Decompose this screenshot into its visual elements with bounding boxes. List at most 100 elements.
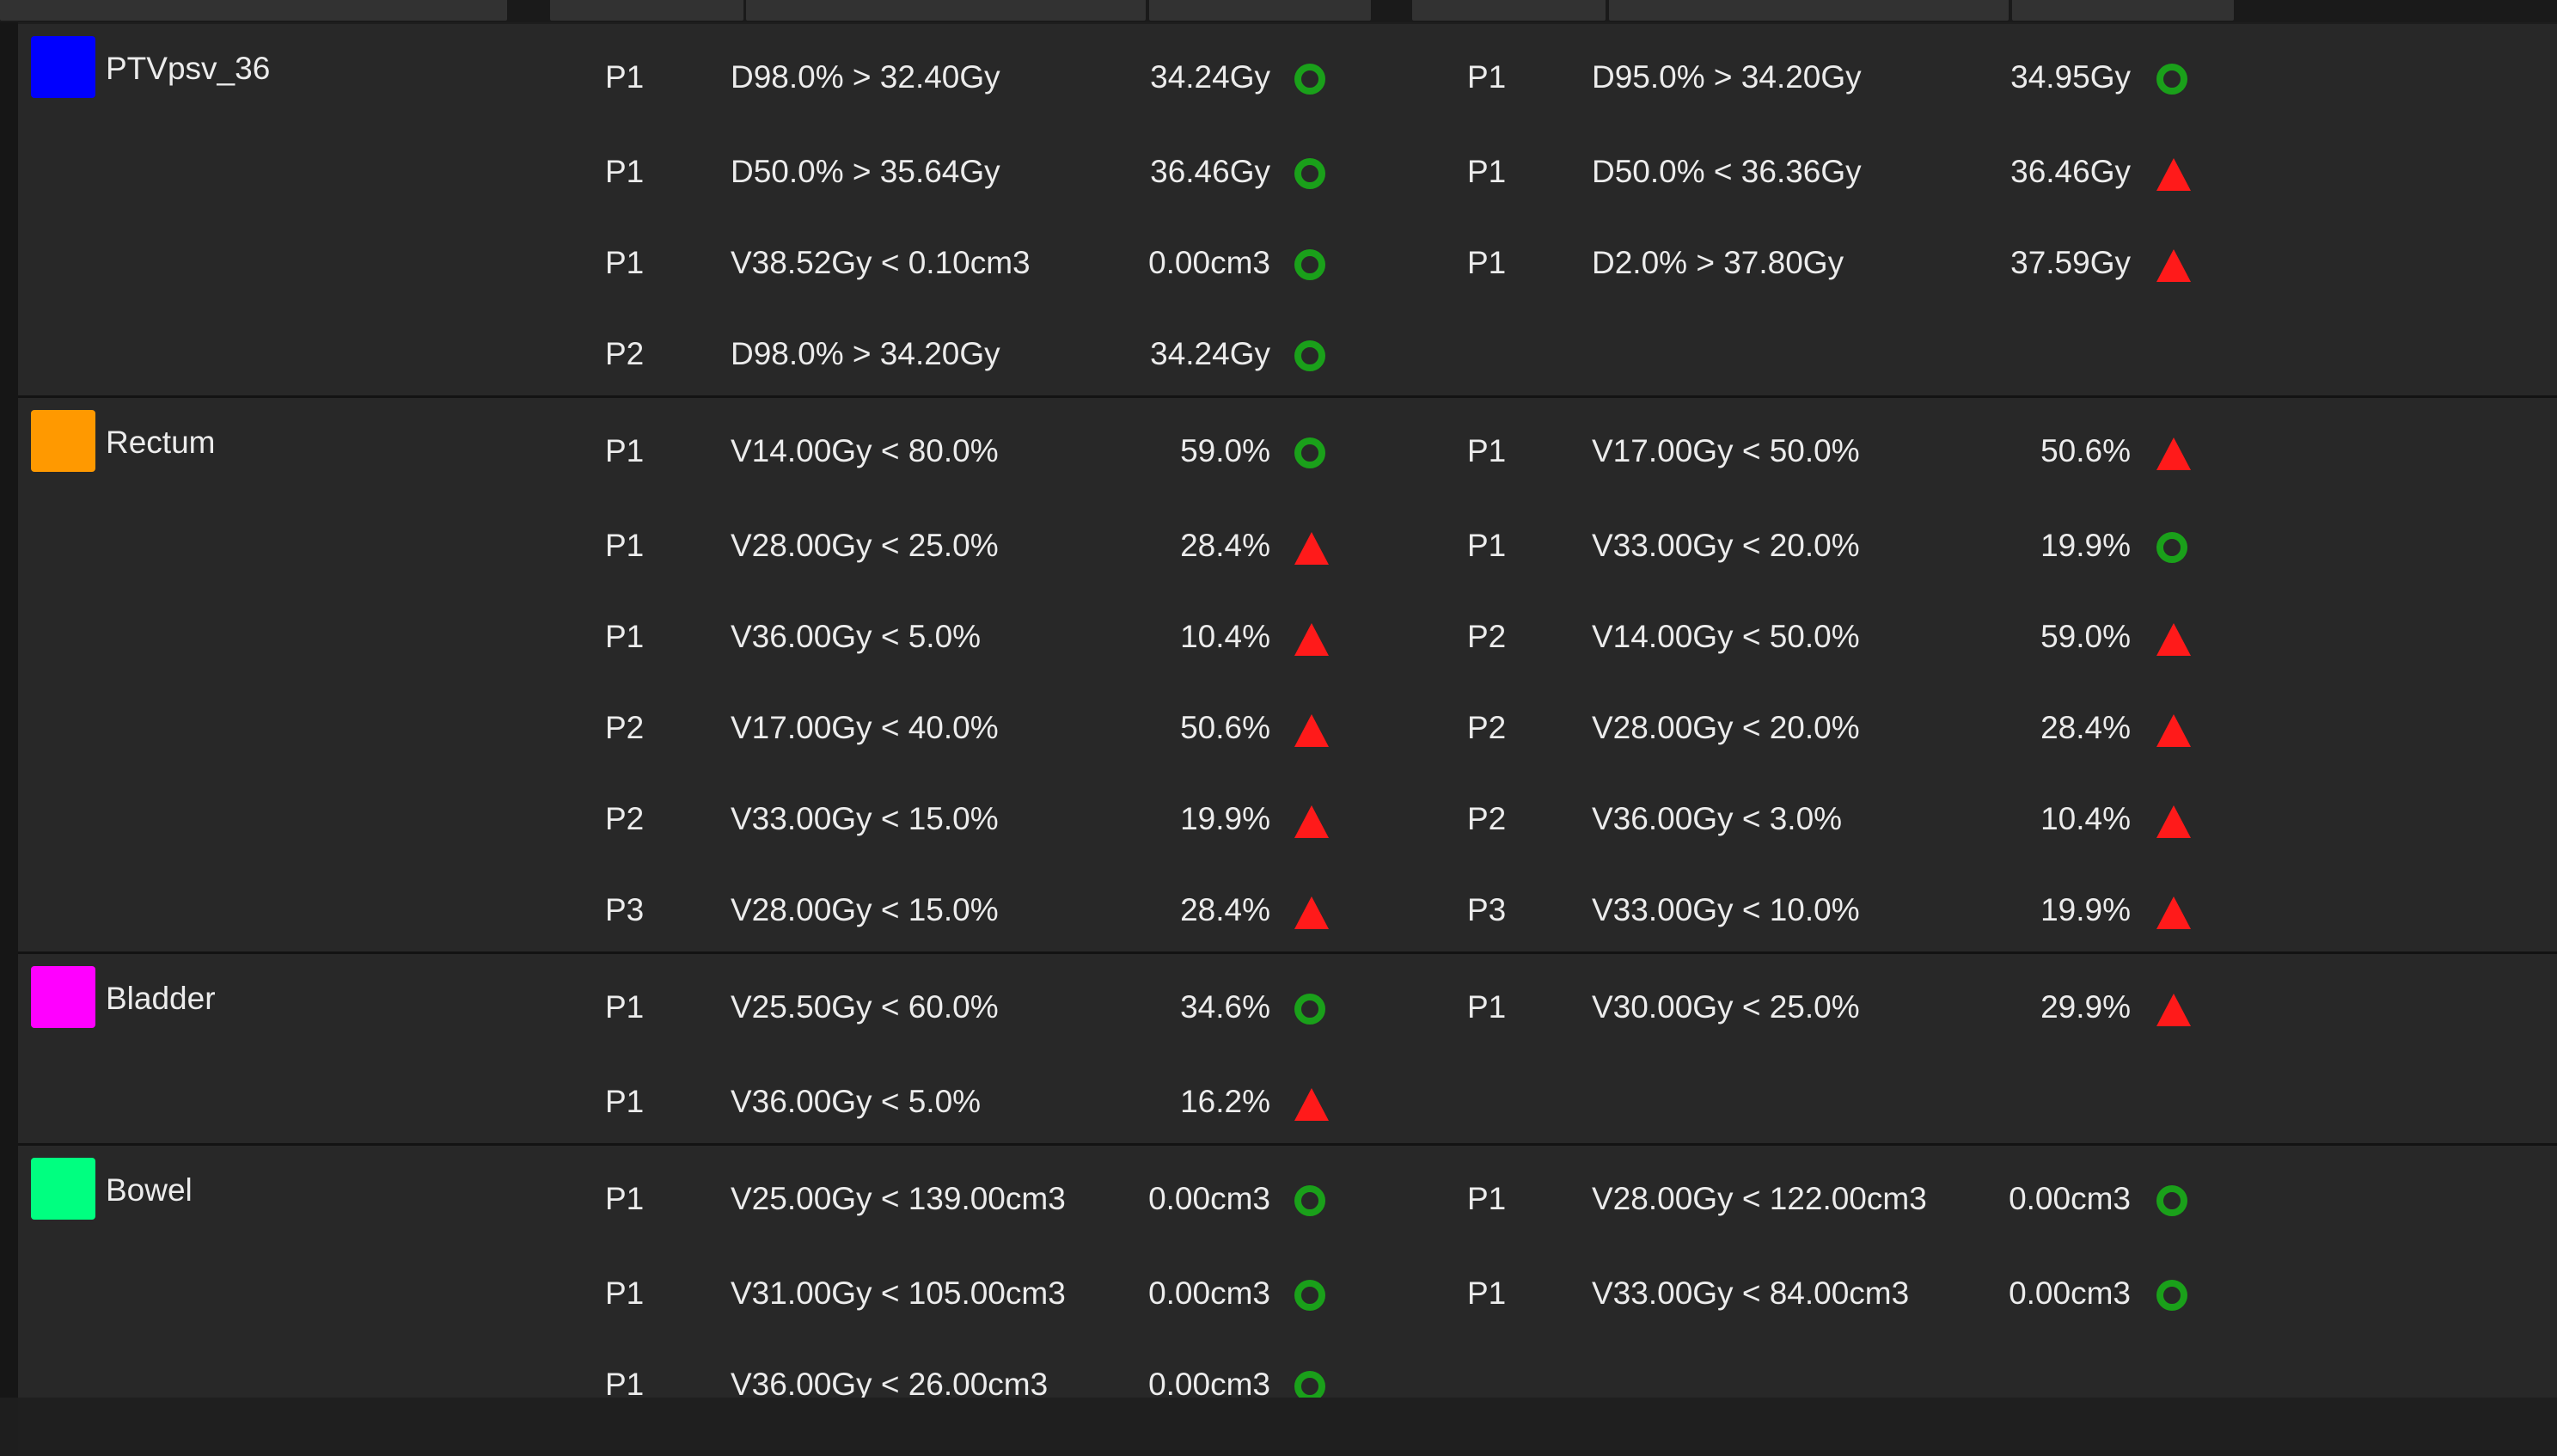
status-ok-icon bbox=[2156, 532, 2187, 563]
goal-value: 34.95Gy bbox=[2010, 59, 2131, 95]
goal-objective: V28.00Gy < 122.00cm3 bbox=[1592, 1181, 1927, 1216]
goal-objective: D2.0% > 37.80Gy bbox=[1592, 245, 1844, 280]
goal-row[interactable]: Bladder P1 V25.50Gy < 60.0% 34.6% P1 V30.00Gy… bbox=[18, 954, 2557, 1052]
structure-name: Bladder bbox=[106, 981, 216, 1016]
goal-row[interactable]: P2 V33.00Gy < 15.0% 19.9% P2 V36.00Gy < 3.0%… bbox=[18, 769, 2557, 860]
goal-row[interactable]: Rectum P1 V14.00Gy < 80.0% 59.0% P1 V17.00Gy … bbox=[18, 398, 2557, 496]
goal-value: 10.4% bbox=[2040, 801, 2131, 836]
goal-priority: P1 bbox=[605, 619, 645, 654]
goal-objective: V36.00Gy < 26.00cm3 bbox=[731, 1367, 1049, 1402]
status-fail-icon bbox=[1294, 1088, 1329, 1121]
goal-value: 0.00cm3 bbox=[1148, 1367, 1270, 1402]
goal-priority: P1 bbox=[605, 433, 645, 468]
status-fail-icon bbox=[1294, 623, 1329, 656]
goal-value: 34.24Gy bbox=[1150, 59, 1270, 95]
goal-priority: P1 bbox=[1467, 1181, 1507, 1216]
goal-value: 0.00cm3 bbox=[1148, 1276, 1270, 1311]
column-header-structure[interactable] bbox=[0, 0, 507, 21]
goal-objective: V33.00Gy < 20.0% bbox=[1592, 528, 1860, 563]
goal-priority: P1 bbox=[605, 1276, 645, 1311]
goal-priority: P1 bbox=[605, 528, 645, 563]
goal-value: 0.00cm3 bbox=[2009, 1276, 2131, 1311]
structure-group: Bowel P1 V25.00Gy < 139.00cm3 0.00cm3 P1 V28.… bbox=[18, 1146, 2557, 1426]
status-ok-icon bbox=[2156, 1280, 2187, 1311]
goal-value: 28.4% bbox=[2040, 710, 2131, 745]
goal-objective: D98.0% > 34.20Gy bbox=[731, 336, 1000, 371]
goal-objective: V33.00Gy < 15.0% bbox=[731, 801, 999, 836]
goal-row[interactable]: PTVpsv_36 P1 D98.0% > 32.40Gy 34.24Gy P1 D95.… bbox=[18, 24, 2557, 122]
goal-priority: P1 bbox=[1467, 433, 1507, 468]
goal-priority: P2 bbox=[1467, 710, 1507, 745]
goal-row[interactable]: P1 V36.00Gy < 5.0% 16.2% bbox=[18, 1052, 2557, 1143]
goal-row[interactable]: P3 V28.00Gy < 15.0% 28.4% P3 V33.00Gy < 10.0… bbox=[18, 860, 2557, 951]
goal-priority: P1 bbox=[1467, 154, 1507, 189]
goal-objective: V33.00Gy < 84.00cm3 bbox=[1592, 1276, 1910, 1311]
structure-group: PTVpsv_36 P1 D98.0% > 32.40Gy 34.24Gy P1 D95.… bbox=[18, 24, 2557, 398]
structure-name: Rectum bbox=[106, 425, 216, 460]
goal-priority: P1 bbox=[605, 1181, 645, 1216]
structure-color-swatch bbox=[31, 36, 95, 98]
structure-color-swatch bbox=[31, 966, 95, 1028]
goal-row[interactable]: P1 V36.00Gy < 5.0% 10.4% P2 V14.00Gy < 50.0%… bbox=[18, 587, 2557, 678]
goal-row[interactable]: P1 V31.00Gy < 105.00cm3 0.00cm3 P1 V33.00Gy … bbox=[18, 1244, 2557, 1335]
goal-objective: V25.50Gy < 60.0% bbox=[731, 989, 999, 1025]
goal-priority: P1 bbox=[605, 245, 645, 280]
goal-objective: D50.0% < 36.36Gy bbox=[1592, 154, 1862, 189]
goal-objective: D95.0% > 34.20Gy bbox=[1592, 59, 1862, 95]
structure-group: Bladder P1 V25.50Gy < 60.0% 34.6% P1 V30.00Gy… bbox=[18, 954, 2557, 1146]
status-ok-icon bbox=[1294, 64, 1325, 95]
status-fail-icon bbox=[2156, 805, 2191, 838]
goal-row[interactable]: P2 V17.00Gy < 40.0% 50.6% P2 V28.00Gy < 20.0… bbox=[18, 678, 2557, 769]
goal-value: 50.6% bbox=[1180, 710, 1270, 745]
status-fail-icon bbox=[2156, 437, 2191, 470]
structure-name: Bowel bbox=[106, 1172, 193, 1208]
status-fail-icon bbox=[2156, 896, 2191, 929]
status-ok-icon bbox=[1294, 994, 1325, 1025]
status-fail-icon bbox=[1294, 896, 1329, 929]
status-fail-icon bbox=[2156, 158, 2191, 191]
status-fail-icon bbox=[1294, 805, 1329, 838]
goal-value: 37.59Gy bbox=[2010, 245, 2131, 280]
status-ok-icon bbox=[1294, 249, 1325, 280]
goal-priority: P1 bbox=[605, 154, 645, 189]
status-ok-icon bbox=[1294, 158, 1325, 189]
goal-row[interactable]: P1 D50.0% > 35.64Gy 36.46Gy P1 D50.0% < 36.3… bbox=[18, 122, 2557, 213]
status-fail-icon bbox=[2156, 994, 2191, 1026]
column-header-priority-left[interactable] bbox=[550, 0, 743, 21]
goal-value: 0.00cm3 bbox=[2009, 1181, 2131, 1216]
status-fail-icon bbox=[1294, 714, 1329, 747]
goal-objective: V36.00Gy < 5.0% bbox=[731, 619, 982, 654]
goal-objective: V31.00Gy < 105.00cm3 bbox=[731, 1276, 1066, 1311]
goal-row[interactable]: P1 V28.00Gy < 25.0% 28.4% P1 V33.00Gy < 20.0… bbox=[18, 496, 2557, 587]
goal-priority: P1 bbox=[1467, 1276, 1507, 1311]
goal-value: 28.4% bbox=[1180, 892, 1270, 927]
status-ok-icon bbox=[1294, 437, 1325, 468]
goal-value: 59.0% bbox=[2040, 619, 2131, 654]
goal-priority: P3 bbox=[1467, 892, 1507, 927]
goal-row[interactable]: P1 V38.52Gy < 0.10cm3 0.00cm3 P1 D2.0% > 37.… bbox=[18, 213, 2557, 304]
column-header-priority-right[interactable] bbox=[1412, 0, 1606, 21]
goal-value: 28.4% bbox=[1180, 528, 1270, 563]
column-header-objective-left[interactable] bbox=[746, 0, 1146, 21]
goal-objective: V28.00Gy < 15.0% bbox=[731, 892, 999, 927]
goal-priority: P1 bbox=[1467, 528, 1507, 563]
goal-value: 19.9% bbox=[2040, 892, 2131, 927]
goal-priority: P2 bbox=[1467, 619, 1507, 654]
goal-row[interactable]: P2 D98.0% > 34.20Gy 34.24Gy bbox=[18, 304, 2557, 395]
goal-value: 50.6% bbox=[2040, 433, 2131, 468]
column-header-value-left[interactable] bbox=[1149, 0, 1371, 21]
goal-priority: P3 bbox=[605, 892, 645, 927]
status-ok-icon bbox=[2156, 1185, 2187, 1216]
goal-value: 19.9% bbox=[1180, 801, 1270, 836]
status-ok-icon bbox=[2156, 64, 2187, 95]
goal-row[interactable]: Bowel P1 V25.00Gy < 139.00cm3 0.00cm3 P1 V28.… bbox=[18, 1146, 2557, 1244]
goal-objective: V14.00Gy < 50.0% bbox=[1592, 619, 1860, 654]
goal-row[interactable]: P1 V36.00Gy < 26.00cm3 0.00cm3 bbox=[18, 1335, 2557, 1426]
column-header-value-right[interactable] bbox=[2012, 0, 2234, 21]
column-header-objective-right[interactable] bbox=[1609, 0, 2009, 21]
left-border bbox=[0, 22, 18, 1398]
structure-color-swatch bbox=[31, 1158, 95, 1220]
status-ok-icon bbox=[1294, 1185, 1325, 1216]
goal-objective: V30.00Gy < 25.0% bbox=[1592, 989, 1860, 1025]
